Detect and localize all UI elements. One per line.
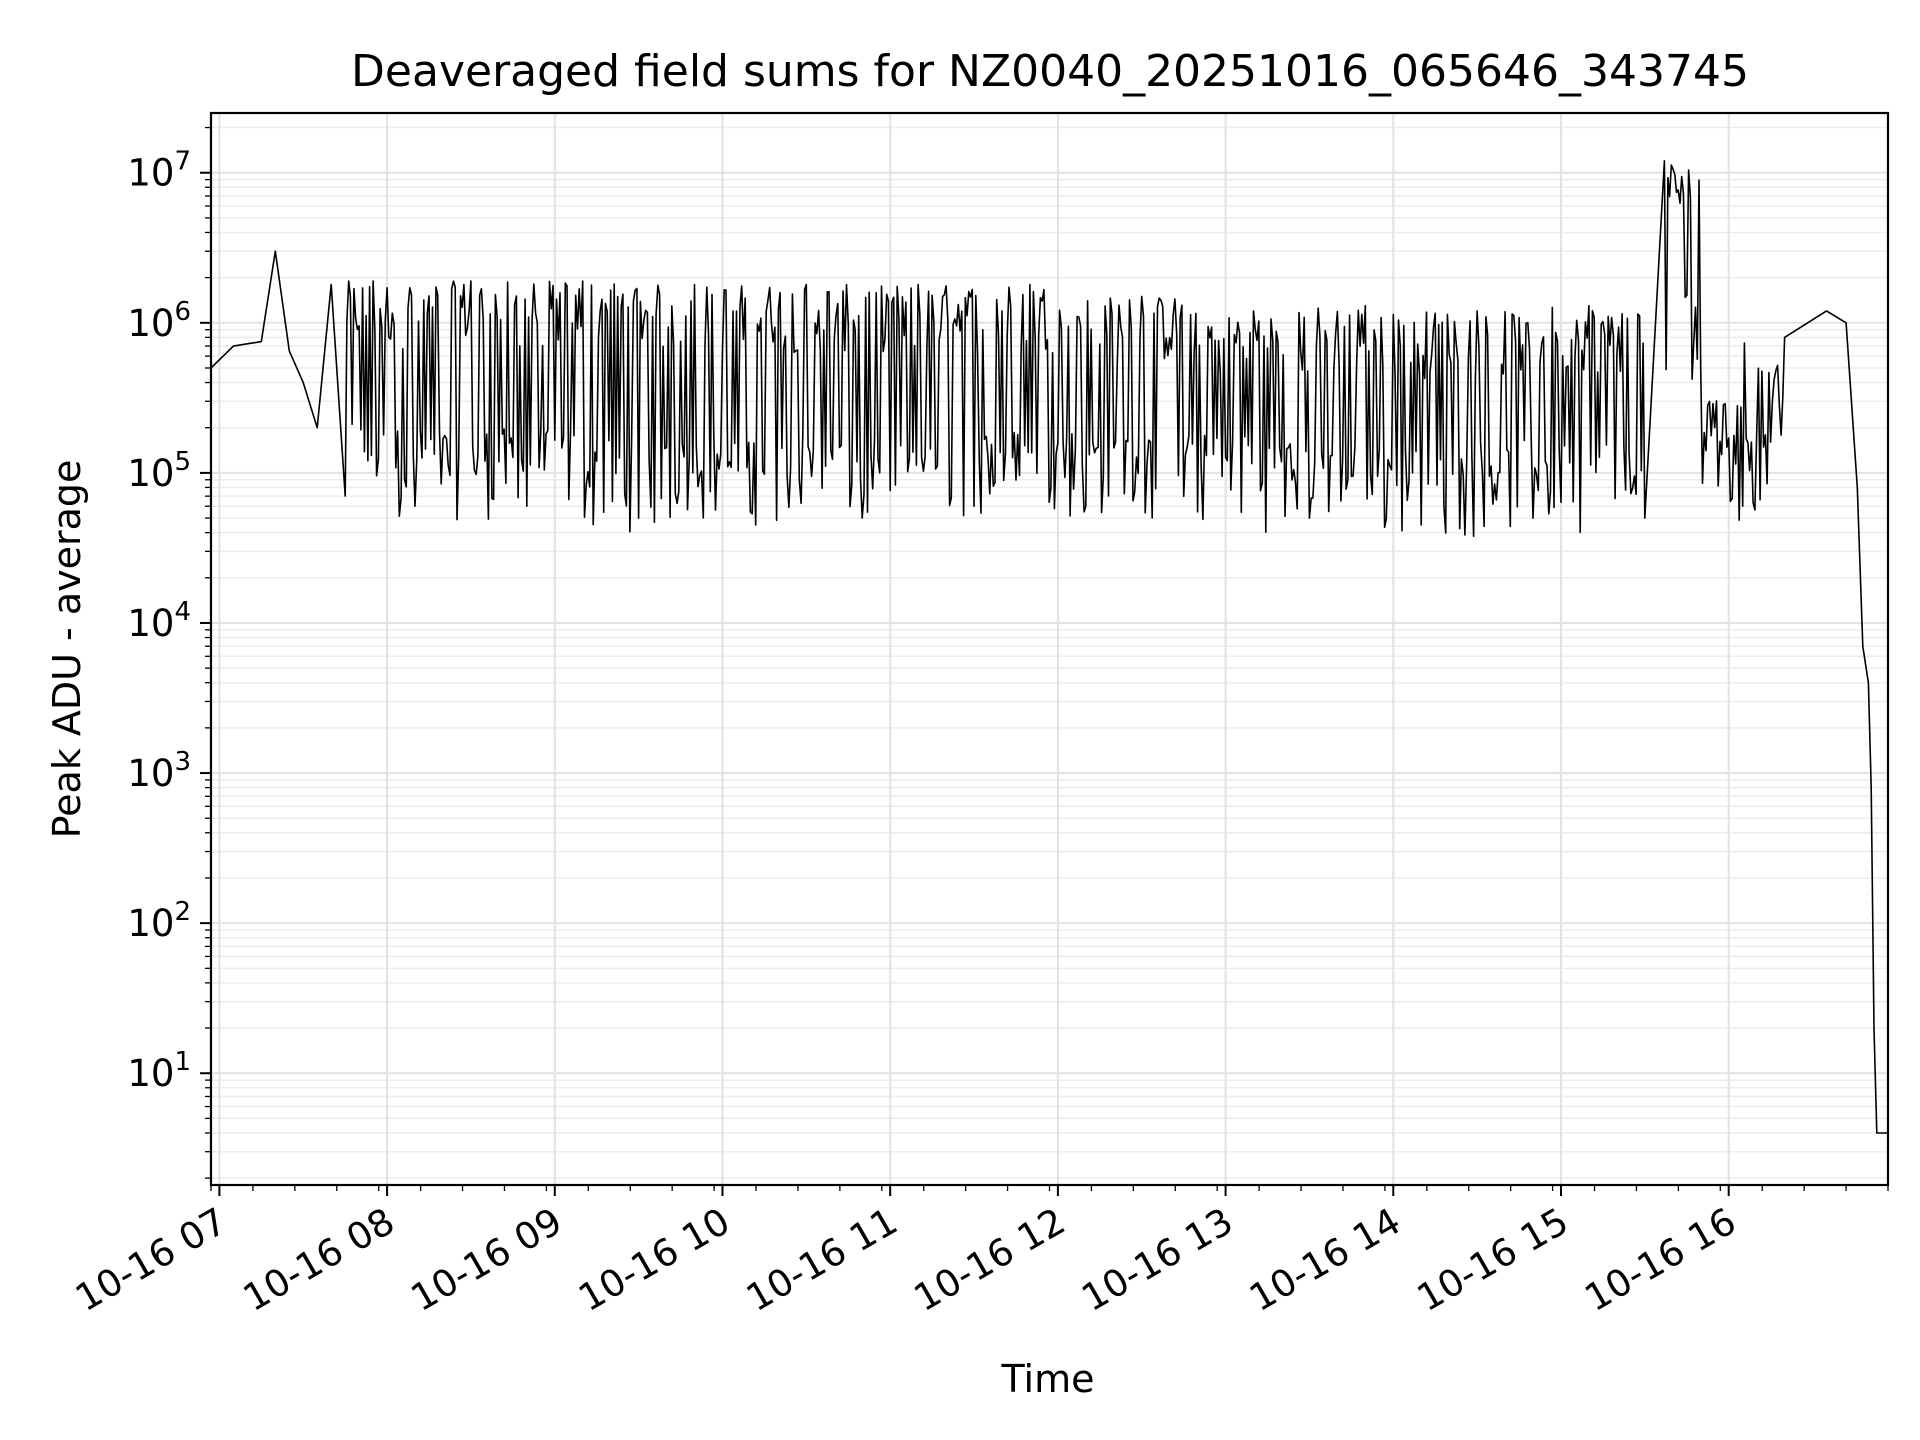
y-tick-label: 104 <box>127 597 191 645</box>
y-tick-label: 102 <box>127 897 191 945</box>
y-tick-label: 105 <box>127 447 191 495</box>
data-series-line <box>210 160 1888 1134</box>
y-axis-label: Peak ADU - average <box>45 460 89 839</box>
major-gridlines <box>211 113 1888 1185</box>
y-tick-label: 101 <box>127 1047 191 1095</box>
y-tick-label: 107 <box>127 147 191 195</box>
x-axis-label: Time <box>1001 1357 1095 1401</box>
y-tick-label: 103 <box>127 747 191 795</box>
y-tick-label: 106 <box>127 297 191 345</box>
chart-title: Deaveraged field sums for NZ0040_2025101… <box>351 46 1749 97</box>
y-axis-ticks: 101 102 103 104 105 106 107 <box>127 126 211 1179</box>
